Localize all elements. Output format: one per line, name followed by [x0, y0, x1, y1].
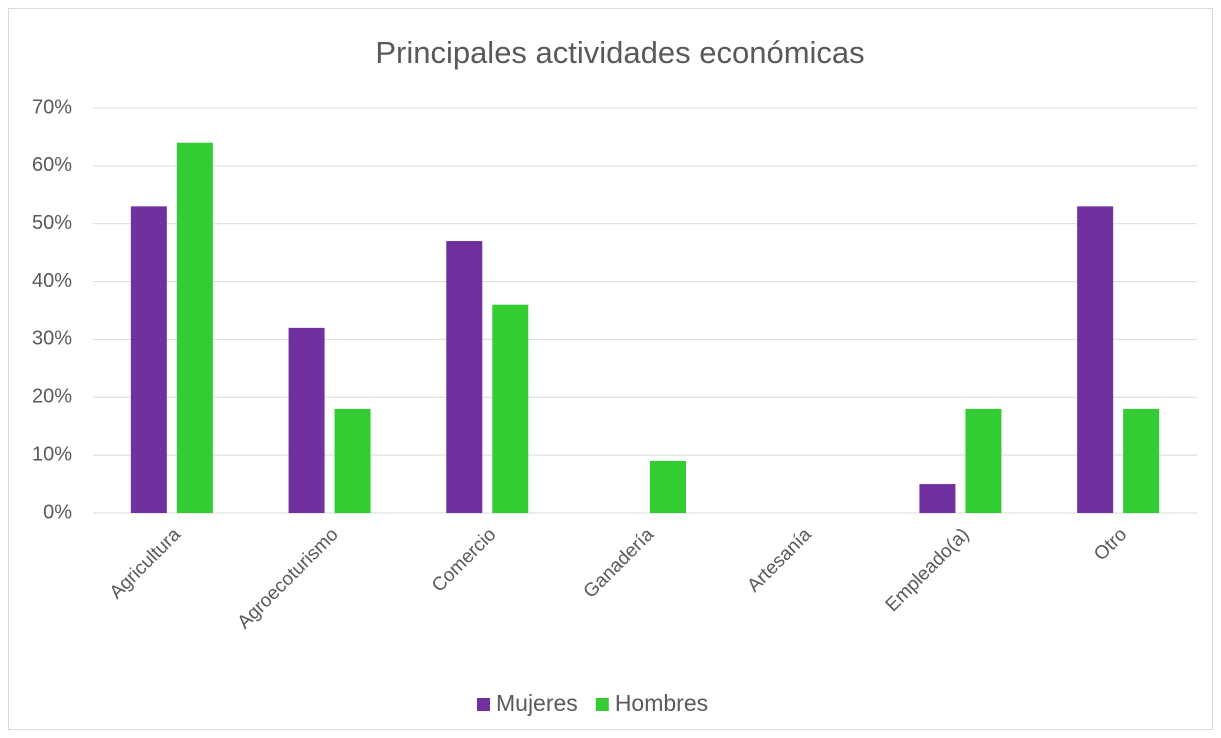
y-tick-label: 0%	[43, 501, 72, 523]
bar	[919, 484, 956, 513]
chart-title: Principales actividades económicas	[375, 35, 864, 70]
y-tick-label: 10%	[32, 443, 72, 465]
y-tick-label: 60%	[32, 154, 72, 176]
y-tick-label: 30%	[32, 328, 72, 350]
legend-label: Mujeres	[496, 690, 578, 716]
bar	[446, 241, 483, 514]
bar	[1123, 408, 1160, 513]
y-tick-label: 70%	[32, 96, 72, 118]
legend-swatch	[595, 698, 609, 711]
bar	[334, 408, 371, 513]
bar	[1077, 206, 1114, 513]
y-tick-label: 40%	[32, 270, 72, 292]
y-tick-label: 50%	[32, 212, 72, 234]
bar	[492, 304, 529, 513]
bar	[176, 142, 213, 513]
bar	[130, 206, 167, 513]
legend-swatch	[477, 698, 490, 711]
legend-label: Hombres	[615, 690, 708, 716]
bar	[650, 460, 686, 513]
y-tick-label: 20%	[32, 386, 72, 408]
bar	[288, 327, 325, 513]
bar	[965, 408, 1002, 513]
